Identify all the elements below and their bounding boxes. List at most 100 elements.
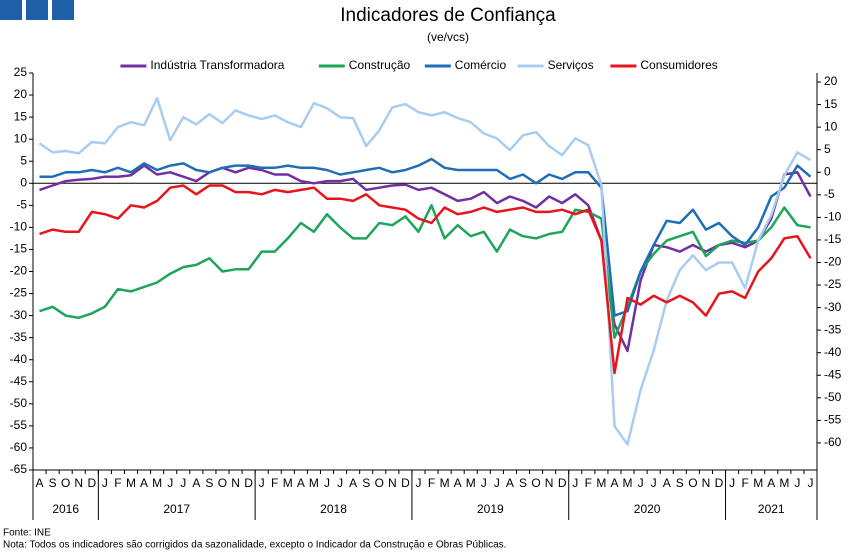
year-label: 2016: [52, 502, 79, 516]
x-tick-label: A: [767, 476, 775, 490]
y-tick-label: -50: [10, 396, 28, 410]
x-tick-label: J: [415, 476, 421, 490]
y2-tick-label: -25: [824, 277, 842, 291]
y-tick-label: -40: [10, 352, 28, 366]
x-tick-label: O: [688, 476, 697, 490]
y-tick-label: 0: [20, 175, 27, 189]
y2-tick-label: 10: [824, 119, 838, 133]
x-tick-label: S: [205, 476, 213, 490]
source-note: Fonte: INE: [3, 528, 51, 539]
y-tick-label: -10: [10, 220, 28, 234]
x-tick-label: J: [167, 476, 173, 490]
y2-tick-label: -20: [824, 255, 842, 269]
chart-subtitle: (ve/vcs): [427, 30, 469, 44]
x-tick-label: S: [519, 476, 527, 490]
x-tick-label: D: [558, 476, 567, 490]
y-tick-label: -30: [10, 308, 28, 322]
x-tick-label: M: [152, 476, 162, 490]
x-tick-label: M: [753, 476, 763, 490]
x-tick-label: O: [531, 476, 540, 490]
x-tick-label: S: [676, 476, 684, 490]
year-label: 2018: [320, 502, 347, 516]
y2-tick-label: -40: [824, 345, 842, 359]
y-tick-label: -25: [10, 286, 28, 300]
y-tick-label: -35: [10, 330, 28, 344]
x-tick-label: D: [401, 476, 410, 490]
x-tick-label: J: [638, 476, 644, 490]
year-label: 2017: [163, 502, 190, 516]
x-tick-label: J: [259, 476, 265, 490]
y-tick-label: -5: [16, 198, 27, 212]
x-tick-label: A: [297, 476, 305, 490]
x-tick-label: O: [375, 476, 384, 490]
x-tick-label: J: [651, 476, 657, 490]
y2-tick-label: -55: [824, 413, 842, 427]
x-tick-label: A: [506, 476, 514, 490]
series-line: [38, 97, 812, 446]
y2-tick-label: 0: [824, 164, 831, 178]
x-tick-label: J: [572, 476, 578, 490]
legend-label: Indústria Transformadora: [150, 58, 284, 72]
x-tick-label: F: [741, 476, 748, 490]
x-tick-label: S: [49, 476, 57, 490]
year-label: 2019: [477, 502, 504, 516]
x-tick-label: O: [61, 476, 70, 490]
footnote: Nota: Todos os indicadores são corrigido…: [3, 540, 506, 551]
x-tick-label: J: [794, 476, 800, 490]
y2-tick-label: 5: [824, 142, 831, 156]
x-tick-label: A: [349, 476, 357, 490]
x-tick-label: M: [283, 476, 293, 490]
x-tick-label: D: [87, 476, 96, 490]
y-tick-label: -60: [10, 440, 28, 454]
y-tick-label: -15: [10, 242, 28, 256]
x-tick-label: O: [218, 476, 227, 490]
y2-tick-label: -5: [824, 187, 835, 201]
x-tick-label: F: [114, 476, 121, 490]
year-label: 2021: [758, 502, 785, 516]
year-label: 2020: [634, 502, 661, 516]
x-tick-label: J: [180, 476, 186, 490]
legend-label: Comércio: [455, 58, 507, 72]
y2-tick-label: -10: [824, 210, 842, 224]
y2-tick-label: -45: [824, 367, 842, 381]
x-tick-label: D: [715, 476, 724, 490]
x-tick-label: F: [428, 476, 435, 490]
y-tick-label: -45: [10, 374, 28, 388]
y2-tick-label: -15: [824, 232, 842, 246]
x-tick-label: A: [663, 476, 671, 490]
logo-block: [0, 0, 22, 20]
y2-tick-label: 20: [824, 74, 838, 88]
x-tick-label: M: [440, 476, 450, 490]
x-tick-label: N: [74, 476, 83, 490]
x-tick-label: M: [466, 476, 476, 490]
y-tick-label: 10: [14, 131, 28, 145]
series-line: [39, 184, 812, 375]
x-tick-label: N: [388, 476, 397, 490]
x-tick-label: M: [779, 476, 789, 490]
y-tick-label: 20: [14, 87, 28, 101]
x-tick-label: D: [244, 476, 253, 490]
x-tick-label: J: [807, 476, 813, 490]
x-tick-label: A: [454, 476, 462, 490]
series-line: [39, 164, 812, 353]
x-tick-label: A: [36, 476, 44, 490]
x-tick-label: N: [231, 476, 240, 490]
x-tick-label: J: [494, 476, 500, 490]
y-tick-label: 15: [14, 109, 28, 123]
x-tick-label: J: [324, 476, 330, 490]
x-tick-label: M: [623, 476, 633, 490]
y-tick-label: 5: [20, 153, 27, 167]
series-line: [39, 204, 811, 339]
x-tick-label: A: [140, 476, 148, 490]
y2-tick-label: -60: [824, 435, 842, 449]
x-tick-label: J: [729, 476, 735, 490]
x-tick-label: J: [102, 476, 108, 490]
x-tick-label: S: [362, 476, 370, 490]
y-tick-label: -55: [10, 418, 28, 432]
x-tick-label: N: [702, 476, 711, 490]
legend-label: Consumidores: [640, 58, 717, 72]
x-tick-label: F: [271, 476, 278, 490]
y-tick-label: -20: [10, 264, 28, 278]
legend-label: Serviços: [548, 58, 594, 72]
